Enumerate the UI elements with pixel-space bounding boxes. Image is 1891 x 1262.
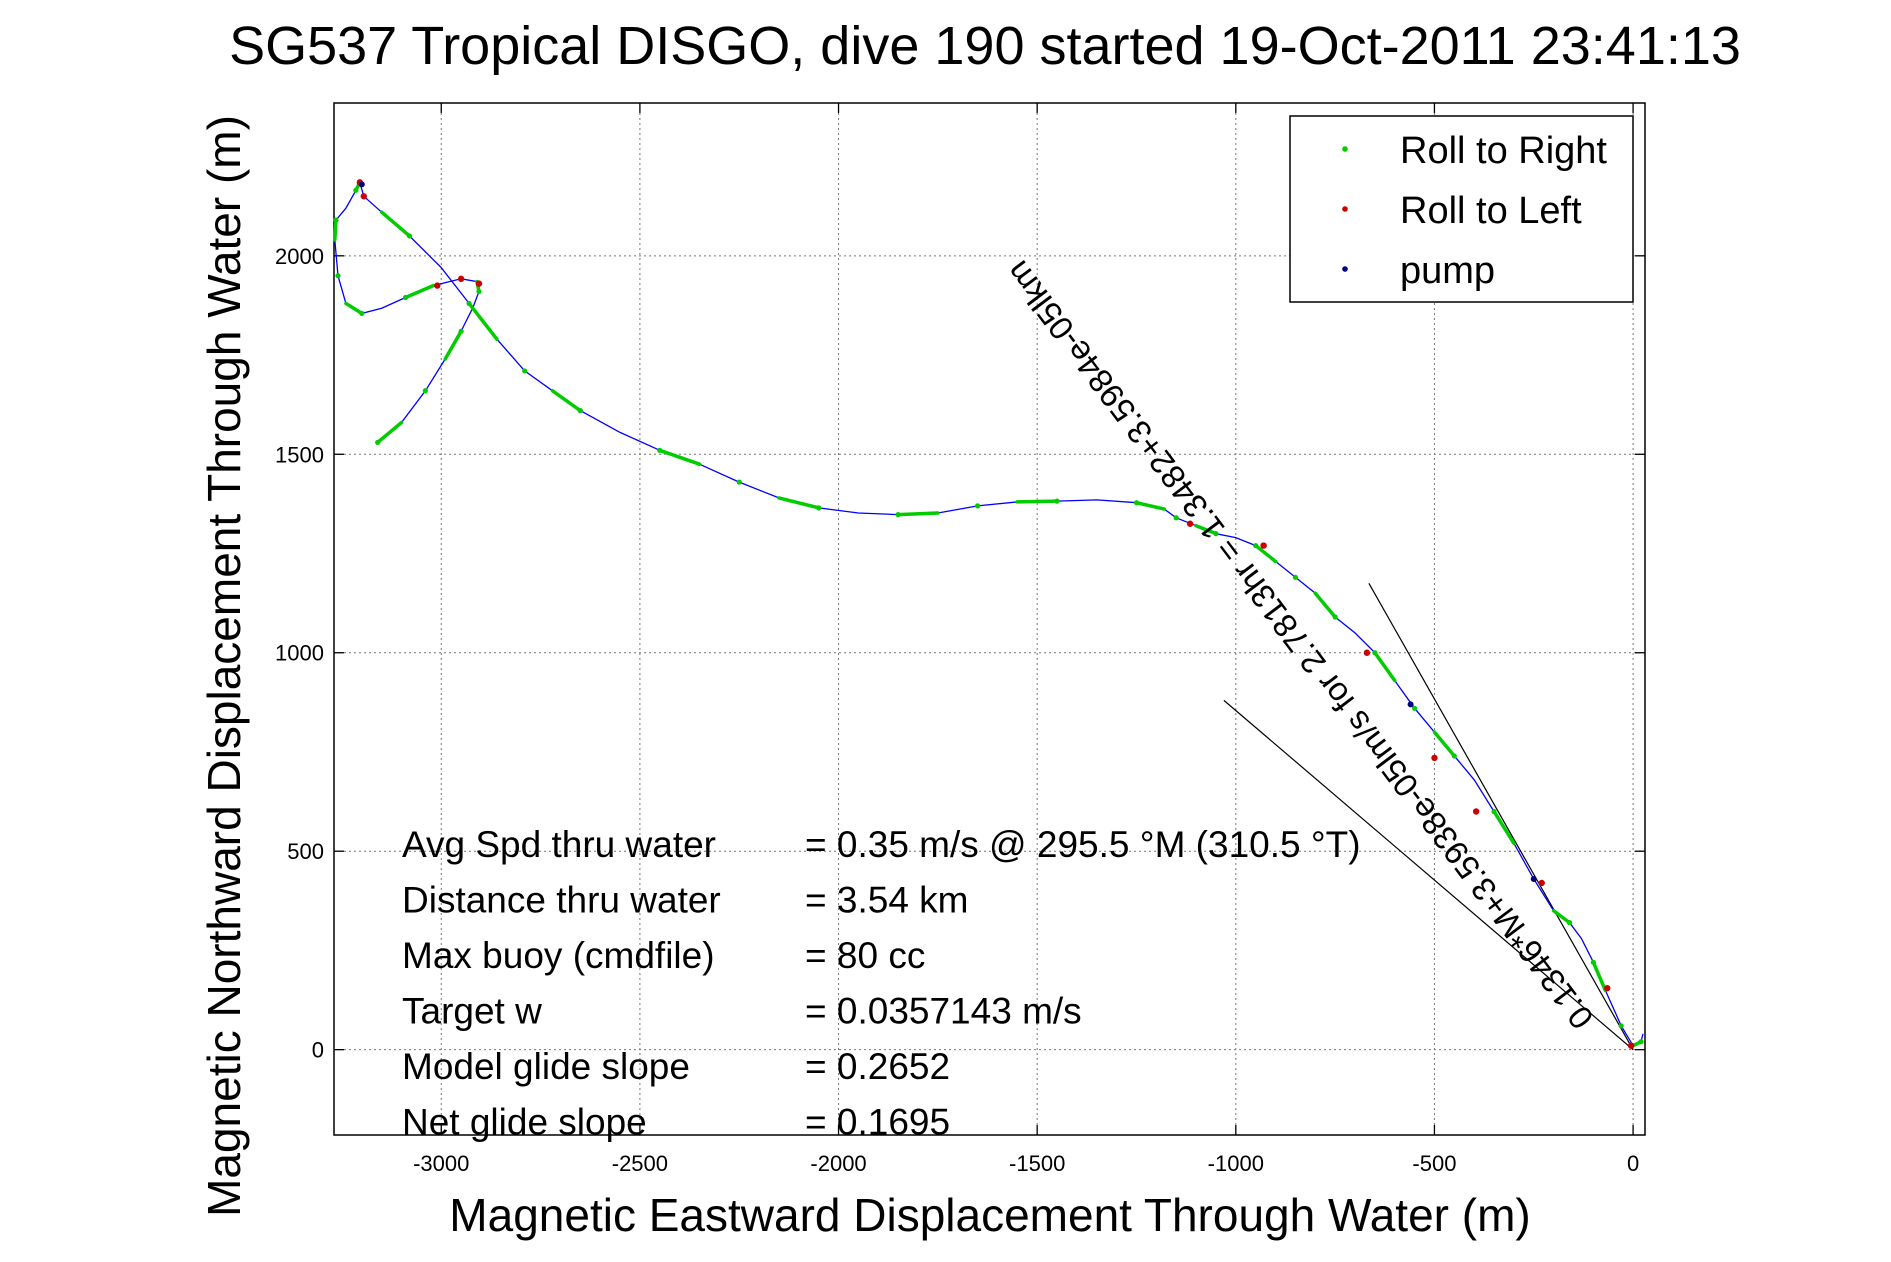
stat-value: = 0.35 m/s @ 295.5 °M (310.5 °T) xyxy=(805,824,1361,865)
y-axis: 0 500 1000 1500 2000 xyxy=(275,244,1645,1063)
legend-label: Roll to Right xyxy=(1400,130,1607,172)
x-tick-label: -3000 xyxy=(413,1151,469,1176)
slope-lines xyxy=(1223,582,1634,1051)
x-tick-label: -1500 xyxy=(1009,1151,1065,1176)
roll-right-segment xyxy=(403,283,436,300)
roll-right-segment xyxy=(344,301,364,316)
roll-right-segment xyxy=(1551,908,1572,925)
x-axis-label: Magnetic Eastward Displacement Through W… xyxy=(449,1189,1530,1241)
roll-right-segment xyxy=(1313,591,1337,619)
series-track-line xyxy=(334,180,1644,1047)
series-pump xyxy=(358,181,1537,882)
stat-value: = 3.54 km xyxy=(805,880,969,921)
roll-right-segment xyxy=(1253,543,1278,564)
x-tick-label: 0 xyxy=(1627,1151,1639,1176)
stat-label: Model glide slope xyxy=(402,1046,690,1087)
roll-right-segment xyxy=(550,389,583,413)
plot-frame xyxy=(333,102,1646,1136)
x-tick-label: -2000 xyxy=(810,1151,866,1176)
pump-point xyxy=(1407,701,1414,708)
y-tick-label: 1500 xyxy=(275,442,324,467)
pump-point xyxy=(1530,875,1537,882)
legend: Roll to Right Roll to Left pump xyxy=(1289,115,1634,303)
roll-right-segment xyxy=(1591,960,1608,992)
legend-label: Roll to Left xyxy=(1400,190,1582,232)
roll-left-point xyxy=(360,193,367,200)
stats-block: Avg Spd thru water = 0.35 m/s @ 295.5 °M … xyxy=(402,824,1361,1143)
x-tick-label: -500 xyxy=(1412,1151,1456,1176)
roll-right-segment xyxy=(443,329,463,361)
roll-left-point xyxy=(1538,879,1545,887)
roll-right-point xyxy=(1292,574,1298,580)
grid xyxy=(334,103,1645,1135)
roll-right-point xyxy=(1411,705,1418,711)
roll-right-point xyxy=(974,503,981,509)
roll-left-point xyxy=(1431,754,1438,762)
x-tick-label: -2500 xyxy=(612,1151,668,1176)
roll-right-segment xyxy=(896,511,940,517)
roll-right-point xyxy=(736,479,742,485)
stat-value: = 0.0357143 m/s xyxy=(805,991,1082,1032)
stat-label: Target w xyxy=(402,991,542,1032)
roll-left-point xyxy=(434,282,441,289)
slope-line xyxy=(1368,582,1634,1050)
legend-marker xyxy=(1342,206,1348,212)
roll-right-segment xyxy=(1015,499,1059,504)
roll-right-segment xyxy=(1631,1039,1643,1048)
roll-left-point xyxy=(1186,520,1194,527)
series-roll-to-right xyxy=(333,180,1644,1048)
pump-point xyxy=(358,181,365,188)
x-axis: -3000 -2500 -2000 -1500 -1000 -500 0 xyxy=(413,103,1639,1176)
roll-right-point xyxy=(1173,515,1179,521)
stat-label: Avg Spd thru water xyxy=(402,824,716,865)
y-axis-label: Magnetic Northward Displacement Through … xyxy=(198,115,250,1217)
roll-right-point xyxy=(335,273,341,279)
stat-label: Max buoy (cmdfile) xyxy=(402,935,715,976)
roll-right-segment xyxy=(1432,730,1457,758)
legend-marker xyxy=(1342,266,1348,272)
slope-line xyxy=(1223,699,1634,1051)
roll-left-point xyxy=(1260,542,1267,549)
y-tick-label: 1000 xyxy=(275,641,324,666)
roll-left-point xyxy=(475,280,483,287)
series-roll-to-left xyxy=(356,179,1635,1049)
legend-label: pump xyxy=(1400,250,1495,292)
roll-right-point xyxy=(1618,1023,1624,1029)
stat-value: = 0.1695 xyxy=(805,1102,950,1143)
stat-value: = 80 cc xyxy=(805,935,925,976)
y-tick-label: 500 xyxy=(287,839,324,864)
roll-right-segment xyxy=(379,210,412,238)
stat-value: = 0.2652 xyxy=(805,1046,950,1087)
roll-right-segment xyxy=(467,301,499,341)
stat-label: Distance thru water xyxy=(402,880,721,921)
x-tick-label: -1000 xyxy=(1208,1151,1264,1176)
y-tick-label: 2000 xyxy=(275,244,324,269)
roll-right-segment xyxy=(375,420,404,445)
roll-left-point xyxy=(1363,649,1371,656)
roll-right-segment xyxy=(1194,523,1218,536)
roll-right-point xyxy=(422,388,428,394)
roll-left-point xyxy=(457,275,465,283)
roll-right-segment xyxy=(1373,650,1397,683)
roll-right-segment xyxy=(777,496,821,510)
legend-marker xyxy=(1342,146,1348,152)
roll-left-point xyxy=(1604,984,1611,992)
roll-right-segment xyxy=(1492,809,1516,846)
stat-label: Net glide slope xyxy=(402,1102,647,1143)
roll-right-point xyxy=(522,368,528,374)
roll-left-point xyxy=(1627,1042,1635,1049)
roll-right-segment xyxy=(1134,500,1167,511)
y-tick-label: 0 xyxy=(312,1038,324,1063)
roll-left-point xyxy=(1472,808,1480,815)
chart-title: SG537 Tropical DISGO, dive 190 started 1… xyxy=(229,16,1741,76)
roll-right-segment xyxy=(333,218,338,242)
roll-right-segment xyxy=(658,448,702,466)
